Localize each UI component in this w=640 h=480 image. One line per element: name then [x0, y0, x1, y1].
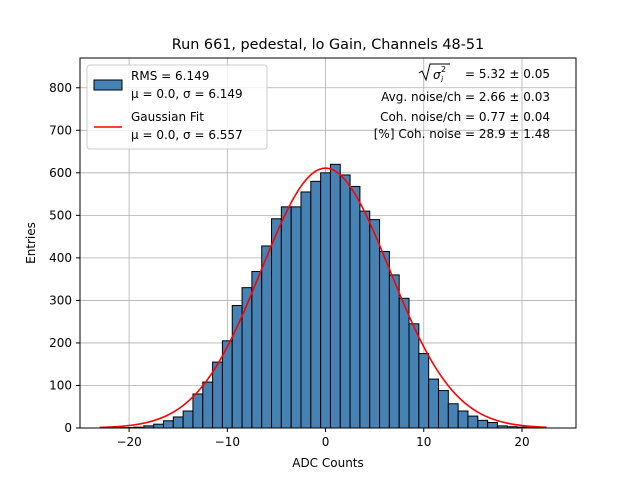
- histogram-bar: [182, 410, 194, 429]
- histogram-bar: [477, 419, 489, 429]
- histogram-bar: [212, 361, 223, 429]
- histogram-bar: [162, 420, 174, 429]
- legend-box: [86, 64, 268, 150]
- y-tick-label: 700: [49, 123, 72, 137]
- x-tick-label: 20: [514, 435, 529, 449]
- y-tick-label: 500: [49, 208, 72, 222]
- histogram-bar: [271, 218, 282, 429]
- avg-noise-text: Avg. noise/ch = 2.66 ± 0.03: [381, 90, 550, 104]
- sigma-formula: σ 2 i: [418, 63, 450, 84]
- x-tick-label: 0: [322, 435, 330, 449]
- gaussian-fit-line: [99, 167, 547, 429]
- histogram-bar: [290, 206, 302, 429]
- x-tick-label: 10: [416, 435, 431, 449]
- sigma-value: = 5.32 ± 0.05: [465, 67, 550, 81]
- histogram-bar: [369, 219, 381, 429]
- histogram-bars: [113, 163, 538, 429]
- histogram-bar: [339, 174, 351, 429]
- stats-annotation: σ 2 i = 5.32 ± 0.05 Avg. noise/ch = 2.66…: [374, 63, 550, 141]
- sqrt-sign-icon: [418, 63, 450, 82]
- x-tick-label: −20: [116, 435, 141, 449]
- plot-frame: [79, 57, 577, 429]
- y-tick-label: 200: [49, 336, 72, 350]
- y-tick-label: 400: [49, 251, 72, 265]
- histogram-bar: [202, 381, 214, 429]
- legend: RMS = 6.149 μ = 0.0, σ = 6.149 Gaussian …: [86, 64, 268, 150]
- histogram-bar: [398, 297, 410, 429]
- histogram-bar: [467, 415, 479, 429]
- histogram-bar: [231, 305, 243, 429]
- histogram-bar: [192, 393, 204, 429]
- x-axis-label: ADC Counts: [292, 456, 364, 470]
- sigma-superscript: 2: [441, 65, 446, 74]
- histogram-bar: [329, 163, 341, 429]
- histogram-bar: [280, 206, 292, 429]
- sigma-symbol: σ: [433, 68, 441, 82]
- legend-histogram-sublabel: μ = 0.0, σ = 6.149: [131, 87, 243, 101]
- histogram-bar: [241, 287, 253, 429]
- histogram-bar: [251, 270, 263, 429]
- y-tick-label: 600: [49, 166, 72, 180]
- histogram-bar: [261, 245, 273, 429]
- histogram-bar: [310, 180, 322, 429]
- histogram-bar: [388, 274, 400, 429]
- y-tick-label: 0: [64, 421, 72, 435]
- y-axis-label: Entries: [24, 222, 38, 264]
- histogram-bar: [153, 423, 164, 429]
- y-axis-ticks: 0 100 200 300 400 500 600 700 800: [49, 81, 80, 435]
- histogram-bar: [300, 191, 312, 429]
- histogram-bar: [418, 353, 430, 429]
- histogram-bar: [437, 390, 449, 429]
- histogram-bar: [359, 210, 371, 429]
- sigma-subscript: i: [441, 75, 444, 84]
- coh-percent-text: [%] Coh. noise = 28.9 ± 1.48: [374, 127, 550, 141]
- histogram-bar: [408, 323, 420, 429]
- legend-fit-label: Gaussian Fit: [131, 110, 204, 124]
- y-tick-label: 300: [49, 293, 72, 307]
- legend-histogram-label: RMS = 6.149: [131, 69, 209, 83]
- histogram-bar: [487, 421, 498, 429]
- histogram-bar: [349, 185, 361, 429]
- histogram-bar: [379, 251, 390, 429]
- histogram-bar: [447, 403, 459, 429]
- histogram-bar: [172, 416, 184, 429]
- x-axis-ticks: −20 −10 0 10 20: [116, 428, 530, 449]
- legend-histogram-swatch: [93, 79, 123, 91]
- histogram-bar: [320, 172, 331, 429]
- histogram-bar: [457, 410, 469, 429]
- chart-title: Run 661, pedestal, lo Gain, Channels 48-…: [172, 37, 484, 53]
- y-tick-label: 100: [49, 378, 72, 392]
- histogram-bar: [428, 378, 439, 429]
- legend-fit-sublabel: μ = 0.0, σ = 6.557: [131, 128, 243, 142]
- y-tick-label: 800: [49, 81, 72, 95]
- coh-noise-text: Coh. noise/ch = 0.77 ± 0.04: [380, 110, 550, 124]
- x-tick-label: −10: [215, 435, 240, 449]
